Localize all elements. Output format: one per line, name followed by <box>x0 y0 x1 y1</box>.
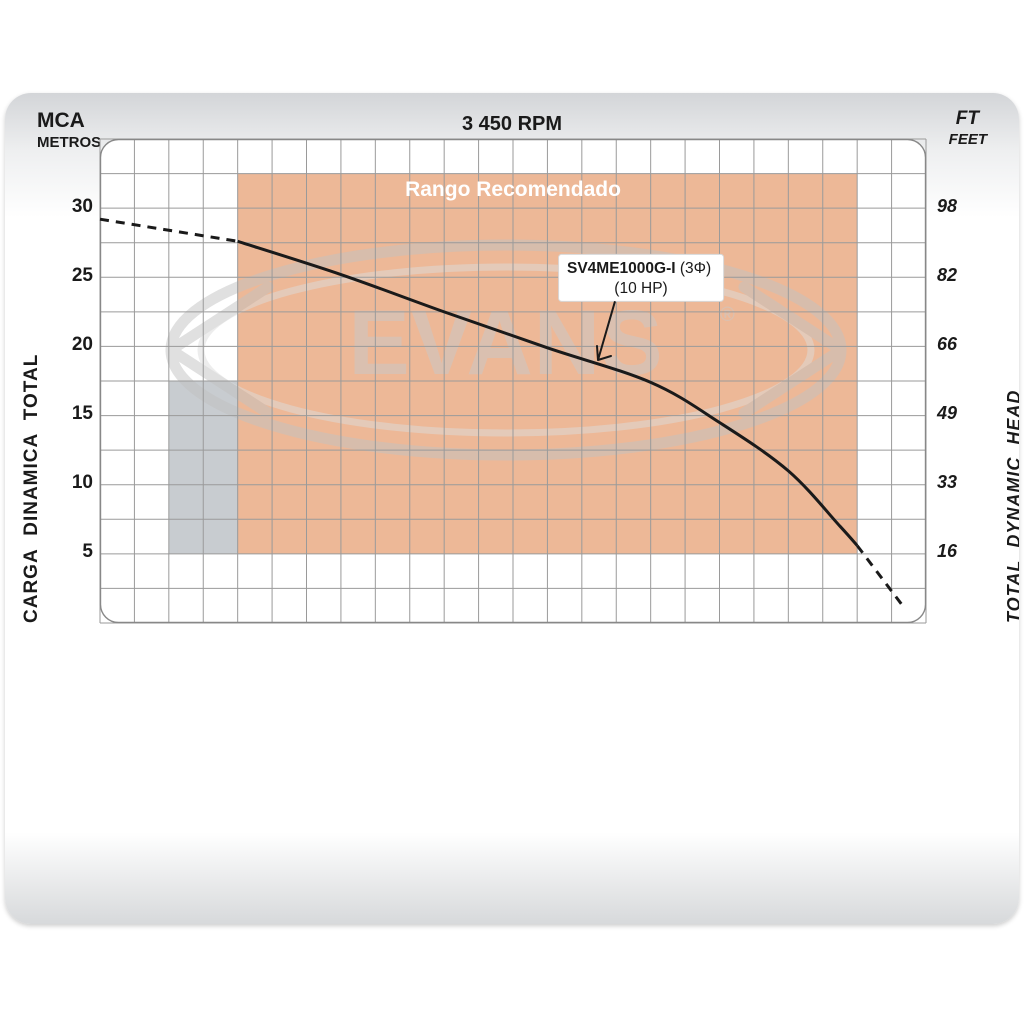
svg-text:®: ® <box>720 304 735 326</box>
svg-text:SV4ME1000G-I (3Φ): SV4ME1000G-I (3Φ) <box>567 260 711 277</box>
svg-text:Rango Recomendado: Rango Recomendado <box>405 178 621 201</box>
svg-text:(10 HP): (10 HP) <box>614 280 667 297</box>
